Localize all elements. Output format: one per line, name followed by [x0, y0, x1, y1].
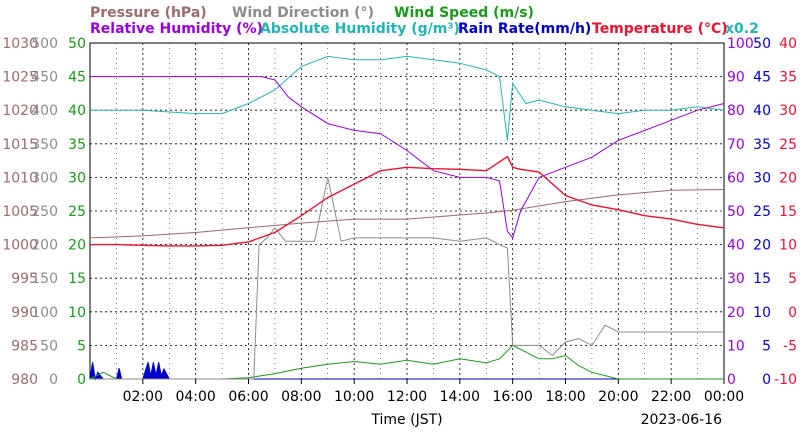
series-temperature [90, 155, 725, 247]
temperature-tick-label: 20 [779, 170, 797, 186]
x-tick-label: 04:00 [175, 389, 215, 405]
x-tick-label: 14:00 [440, 389, 480, 405]
wind-dir-tick-label: 350 [31, 137, 58, 153]
temperature-tick-label: -5 [783, 338, 797, 354]
grid [90, 43, 724, 379]
chart-date: 2023-06-16 [641, 412, 722, 428]
abs-humidity-multiplier: x0.2 [725, 21, 759, 37]
temperature-tick-label: -10 [774, 372, 797, 388]
x-tick-label: 18:00 [545, 389, 585, 405]
temperature-tick-label: 35 [779, 70, 797, 86]
rain-tick-label: 5 [762, 338, 771, 354]
temperature-tick-label: 10 [779, 238, 797, 254]
wind-speed-tick-label: 25 [68, 204, 86, 220]
temperature-tick-label: 25 [779, 137, 797, 153]
rain-tick-label: 50 [753, 36, 771, 52]
humidity-tick-label: 80 [727, 103, 745, 119]
wind-dir-tick-label: 250 [31, 204, 58, 220]
x-tick-label: 20:00 [598, 389, 638, 405]
pressure-tick-label: 1025 [2, 70, 38, 86]
humidity-tick-label: 40 [727, 238, 745, 254]
rain-tick-label: 45 [753, 70, 771, 86]
temperature-tick-label: 0 [788, 305, 797, 321]
pressure-tick-label: 990 [11, 305, 38, 321]
chart-titles: Pressure (hPa) Wind Direction (°) Wind S… [90, 5, 759, 37]
pressure-tick-label: 1010 [2, 170, 38, 186]
humidity-tick-label: 30 [727, 271, 745, 287]
rain-tick-label: 25 [753, 204, 771, 220]
rain-rate-label: Rain Rate(mm/h) [458, 21, 591, 37]
humidity-tick-label: 50 [727, 204, 745, 220]
series-abs-humidity [90, 55, 725, 141]
wind-dir-tick-label: 50 [40, 338, 58, 354]
wind-speed-tick-label: 40 [68, 103, 86, 119]
temperature-tick-label: 5 [788, 271, 797, 287]
rain-tick-label: 40 [753, 103, 771, 119]
wind-dir-tick-label: 400 [31, 103, 58, 119]
wind-dir-tick-label: 150 [31, 271, 58, 287]
rain-tick-label: 0 [762, 372, 771, 388]
wind-dir-tick-label: 500 [31, 36, 58, 52]
series-layer [89, 55, 725, 381]
wind-speed-tick-label: 45 [68, 70, 86, 86]
x-tick-label: 16:00 [492, 389, 532, 405]
wind-dir-tick-label: 450 [31, 70, 58, 86]
pressure-tick-label: 995 [11, 271, 38, 287]
x-axis-label: Time (JST) [370, 412, 442, 428]
series-humidity [90, 76, 725, 239]
rain-tick-label: 10 [753, 305, 771, 321]
abs-humidity-label: Absolute Humidity (g/m³) [260, 21, 460, 37]
wind-direction-label: Wind Direction (°) [232, 5, 374, 21]
axis-ticks: 1030102510201015101010051000995990985980… [2, 36, 797, 405]
x-tick-label: 06:00 [228, 389, 268, 405]
wind-speed-label: Wind Speed (m/s) [394, 5, 534, 21]
temperature-tick-label: 15 [779, 204, 797, 220]
x-tick-label: 02:00 [123, 389, 163, 405]
humidity-label: Relative Humidity (%) [90, 21, 263, 37]
pressure-tick-label: 1030 [2, 36, 38, 52]
x-tick-label: 00:00 [704, 389, 744, 405]
wind-dir-tick-label: 200 [31, 238, 58, 254]
pressure-tick-label: 1000 [2, 238, 38, 254]
x-tick-label: 22:00 [651, 389, 691, 405]
humidity-tick-label: 90 [727, 70, 745, 86]
wind-speed-tick-label: 10 [68, 305, 86, 321]
wind-speed-tick-label: 5 [77, 338, 86, 354]
wind-speed-tick-label: 20 [68, 238, 86, 254]
pressure-tick-label: 985 [11, 338, 38, 354]
pressure-tick-label: 1015 [2, 137, 38, 153]
pressure-tick-label: 980 [11, 372, 38, 388]
humidity-tick-label: 60 [727, 170, 745, 186]
rain-tick-label: 20 [753, 238, 771, 254]
x-tick-label: 10:00 [334, 389, 374, 405]
pressure-tick-label: 1020 [2, 103, 38, 119]
pressure-tick-label: 1005 [2, 204, 38, 220]
humidity-tick-label: 20 [727, 305, 745, 321]
humidity-tick-label: 100 [727, 36, 754, 52]
temperature-label: Temperature (°C) [592, 21, 728, 37]
wind-speed-tick-label: 50 [68, 36, 86, 52]
wind-speed-tick-label: 35 [68, 137, 86, 153]
series-wind-dir [90, 177, 724, 380]
humidity-tick-label: 10 [727, 338, 745, 354]
temperature-tick-label: 40 [779, 36, 797, 52]
temperature-tick-label: 30 [779, 103, 797, 119]
wind-dir-tick-label: 100 [31, 305, 58, 321]
x-tick-label: 12:00 [387, 389, 427, 405]
x-tick-label: 08:00 [281, 389, 321, 405]
rain-tick-label: 35 [753, 137, 771, 153]
series-rain [89, 362, 724, 381]
wind-speed-tick-label: 15 [68, 271, 86, 287]
wind-speed-tick-label: 0 [77, 372, 86, 388]
series-pressure [89, 189, 725, 239]
pressure-label: Pressure (hPa) [90, 5, 207, 21]
wind-dir-tick-label: 0 [49, 372, 58, 388]
humidity-tick-label: 0 [727, 372, 736, 388]
wind-speed-tick-label: 30 [68, 170, 86, 186]
rain-tick-label: 15 [753, 271, 771, 287]
rain-tick-label: 30 [753, 170, 771, 186]
humidity-tick-label: 70 [727, 137, 745, 153]
wind-dir-tick-label: 300 [31, 170, 58, 186]
